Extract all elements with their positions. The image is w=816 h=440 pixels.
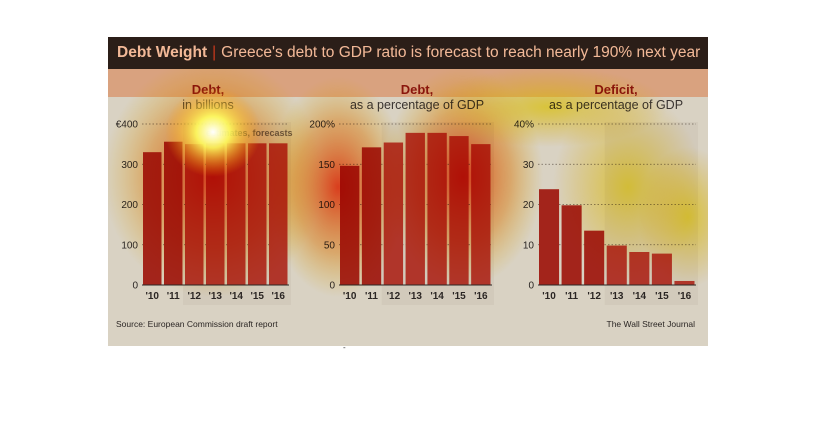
y-tick-label: 50 [324,240,336,251]
panel-title: Debt, [192,82,225,97]
bar [206,143,225,285]
x-tick-label: '12 [587,291,601,302]
estimates-annotation: estimates, forecasts [206,128,293,138]
x-tick-label: '11 [365,291,378,302]
bar [405,132,425,285]
bar [269,143,288,285]
chart-panel-2: Debt,as a percentage of GDP 0 50 100 150 200%… [309,82,494,305]
bar [248,143,267,285]
bar [674,280,695,285]
x-tick-label: '12 [387,291,401,302]
y-tick-label: €400 [116,120,139,131]
x-tick-label: '10 [145,291,159,302]
source-note: Source: European Commission draft report [116,319,278,329]
bar [185,144,204,285]
x-tick-label: '14 [430,291,444,302]
x-tick-label: '11 [167,291,180,302]
y-tick-label: 40% [514,120,534,131]
bar [340,165,360,285]
y-tick-label: 150 [318,160,335,171]
x-tick-label: '16 [271,291,285,302]
bar [629,251,650,285]
bar [427,132,447,285]
bar [539,189,560,285]
x-tick-label: '12 [187,291,201,302]
panel-subtitle: in billions [182,98,233,112]
bar [383,142,404,285]
bar [584,230,605,285]
panel-subtitle: as a percentage of GDP [549,98,683,112]
y-tick-label: 200 [121,200,138,211]
chart-panel-1: Debt,in billions 0 100 200 300 €400 '10 '11 '12 '… [116,82,293,305]
x-tick-label: '13 [610,291,624,302]
bar [361,147,382,285]
y-tick-label: 30 [523,160,535,171]
y-tick-label: 200% [309,120,335,131]
x-tick-label: '15 [250,291,264,302]
x-tick-label: '11 [565,291,578,302]
x-tick-label: '10 [542,291,556,302]
x-tick-label: '16 [678,291,692,302]
chart-graphic: Debt Weight | Greece's debt to GDP ratio i… [108,37,708,346]
bar [449,136,469,285]
x-tick-label: '15 [655,291,669,302]
bar [164,141,183,285]
y-tick-label: 300 [121,160,138,171]
x-tick-label: '14 [633,291,647,302]
x-tick-label: '13 [208,291,222,302]
y-tick-label: 100 [318,200,335,211]
y-tick-label: 20 [523,200,535,211]
credit-note: The Wall Street Journal [607,319,696,329]
y-tick-label: 0 [528,281,534,292]
y-tick-label: 100 [121,240,138,251]
bar [606,245,627,285]
y-tick-label: 10 [523,240,535,251]
stray-mark: - [343,343,346,352]
x-tick-label: '13 [408,291,422,302]
x-tick-label: '15 [452,291,466,302]
panel-title: Deficit, [594,82,637,97]
x-tick-label: '16 [474,291,488,302]
y-tick-label: 0 [329,281,335,292]
bar [471,144,491,285]
bar [227,143,246,285]
bar [561,205,582,285]
x-tick-label: '14 [229,291,243,302]
y-tick-label: 0 [132,281,138,292]
panel-title: Debt, [401,82,434,97]
chart-panel-3: Deficit,as a percentage of GDP 0 10 20 30 40%… [514,82,698,305]
bar [143,152,162,285]
panel-subtitle: as a percentage of GDP [350,98,484,112]
x-tick-label: '10 [343,291,357,302]
bar [651,253,672,285]
